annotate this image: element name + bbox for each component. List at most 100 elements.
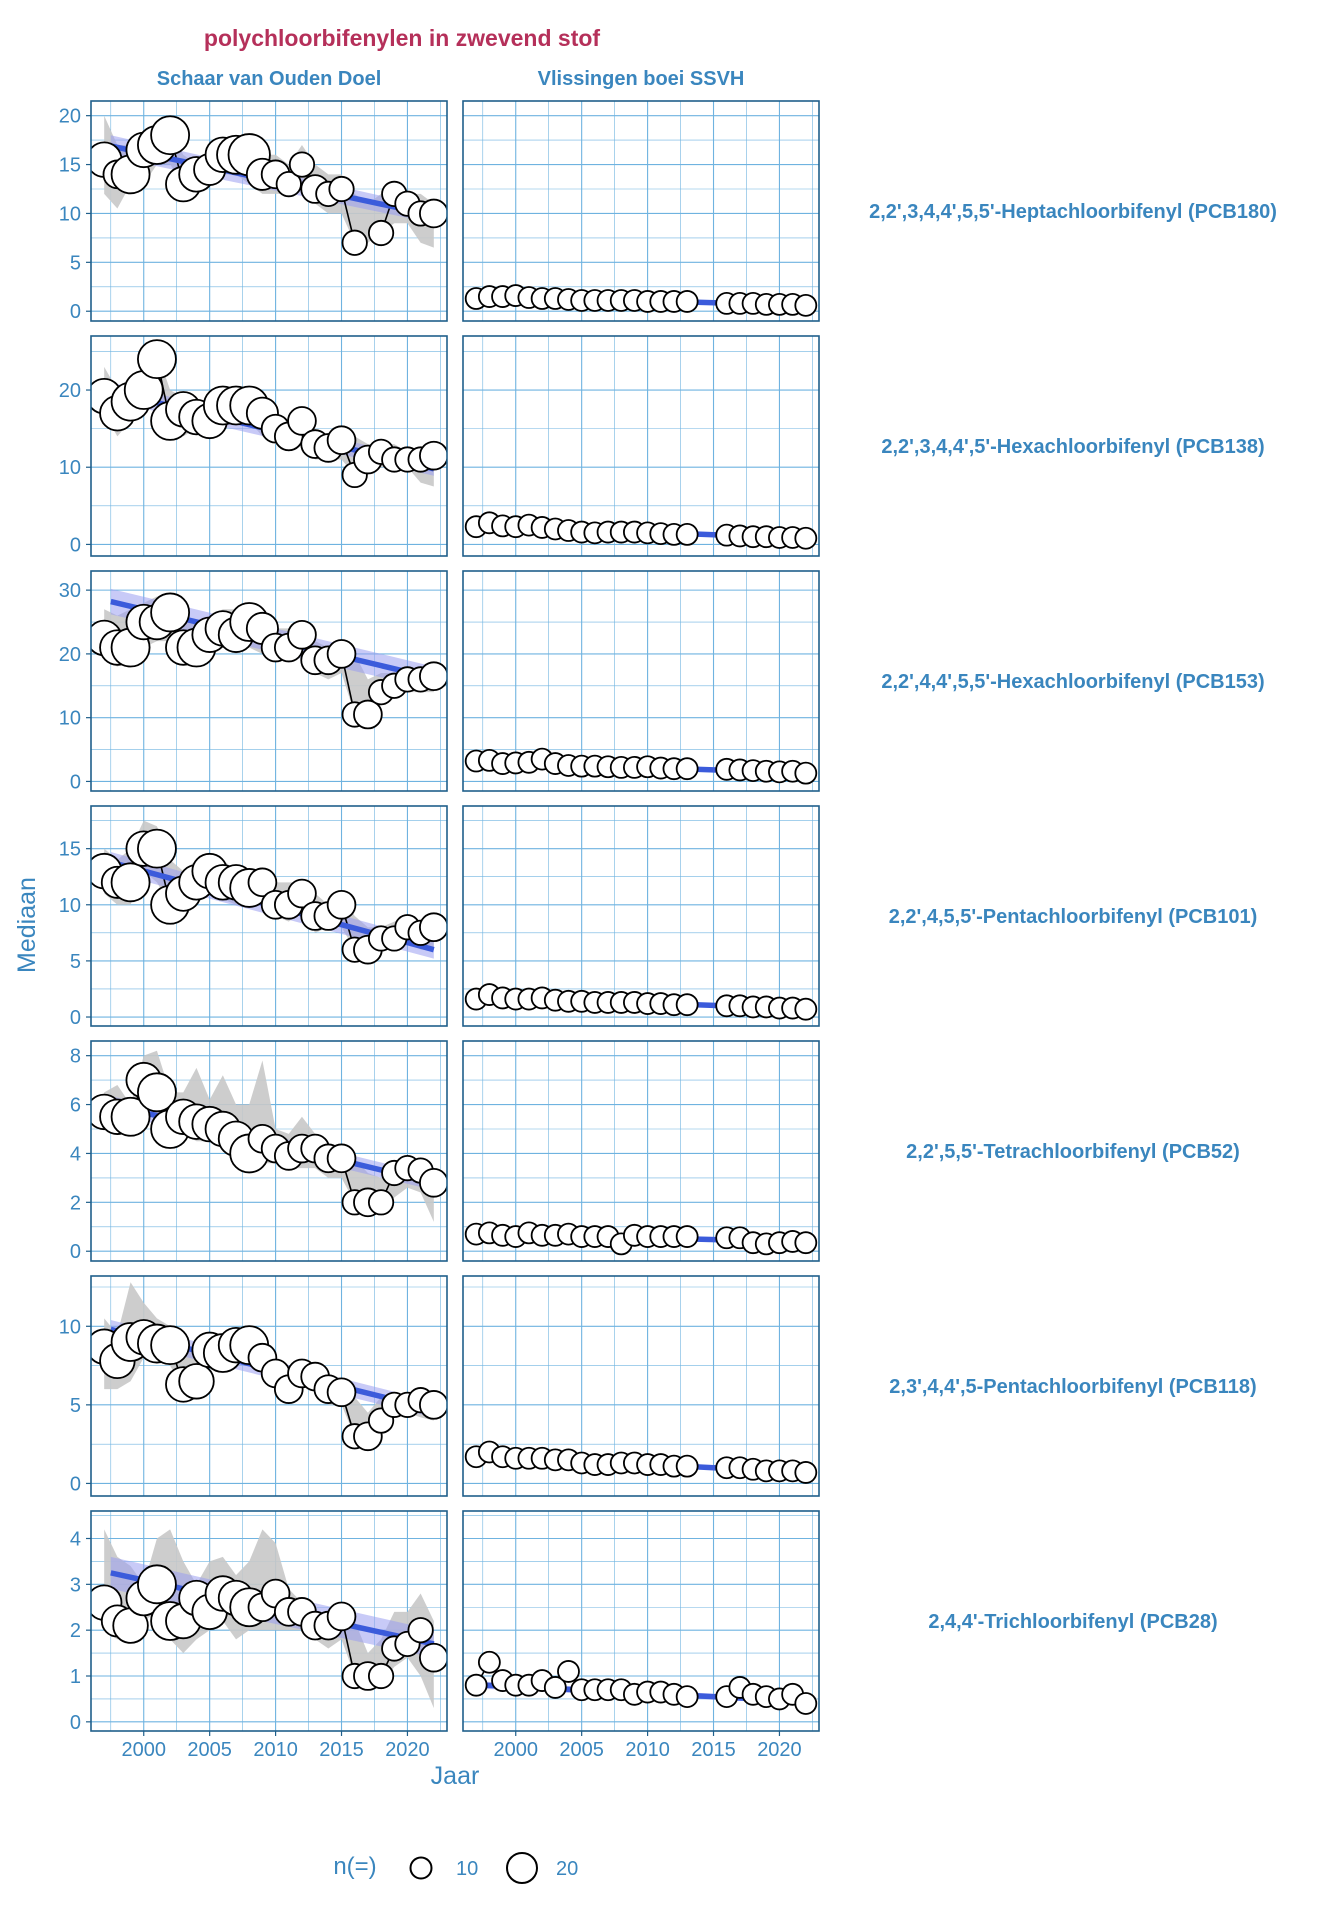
facet-panel [87, 336, 448, 583]
y-axis-label: Mediaan [13, 877, 41, 973]
data-point [677, 758, 698, 779]
data-point [795, 1462, 816, 1483]
data-point [420, 1391, 448, 1419]
facet-row: 2,3',4,4',5-Pentachloorbifenyl (PCB118)0… [59, 1276, 1257, 1523]
x-tick-label: 2005 [187, 1739, 232, 1761]
data-point [343, 231, 367, 255]
column-label-vlissingen-boei-ssvh: Vlissingen boei SSVH [538, 68, 745, 90]
facet-panel [87, 1041, 448, 1276]
facet-panel [87, 101, 448, 336]
data-point [795, 1693, 816, 1714]
plot-area [466, 1652, 817, 1714]
y-tick-label: 0 [70, 1241, 81, 1263]
y-tick-label: 6 [70, 1095, 81, 1117]
facet-panels: 2,2',3,4,4',5,5'-Heptachloorbifenyl (PCB… [59, 101, 1277, 1761]
legend-label-10: 10 [456, 1858, 478, 1880]
data-point [408, 1618, 432, 1642]
data-point [558, 1661, 579, 1682]
data-point [420, 442, 448, 470]
plot-area [87, 589, 448, 729]
y-tick-label: 10 [59, 457, 81, 479]
y-tick-label: 0 [70, 301, 81, 323]
data-point [328, 1603, 356, 1631]
x-tick-label: 2000 [121, 1739, 166, 1761]
plot-area [87, 1051, 448, 1222]
data-point [420, 913, 448, 941]
x-tick-label: 2010 [625, 1739, 670, 1761]
x-tick-label: 2020 [757, 1739, 802, 1761]
row-strip-label: 2,2',3,4,4',5,5'-Heptachloorbifenyl (PCB… [869, 201, 1277, 223]
facet-row: 2,2',4,4',5,5'-Hexachloorbifenyl (PCB153… [59, 571, 1265, 813]
y-tick-label: 20 [59, 106, 81, 128]
facet-panel: 2000 2005 2010 2015 2020 [463, 1511, 819, 1761]
data-point [677, 1686, 698, 1707]
data-point [369, 1190, 393, 1214]
y-tick-label: 20 [59, 644, 81, 666]
facet-panel [87, 571, 448, 813]
plot-area [466, 512, 817, 548]
legend-marker-10 [411, 1858, 432, 1879]
y-tick-label: 0 [70, 1473, 81, 1495]
y-tick-label: 0 [70, 1007, 81, 1029]
data-point [677, 524, 698, 545]
data-point [677, 1456, 698, 1477]
data-point [138, 1565, 176, 1603]
data-point [677, 291, 698, 312]
y-tick-label: 10 [59, 203, 81, 225]
data-point [328, 640, 356, 668]
row-strip-label: 2,2',4,5,5'-Pentachloorbifenyl (PCB101) [889, 906, 1258, 928]
data-point [328, 1144, 356, 1172]
legend-marker-20 [507, 1853, 537, 1883]
facet-panel [463, 571, 819, 813]
data-point [290, 152, 314, 176]
data-point [151, 116, 189, 154]
y-tick-label: 5 [70, 252, 81, 274]
y-tick-label: 10 [59, 1316, 81, 1338]
legend-title: n(=) [333, 1853, 376, 1880]
data-point [138, 340, 176, 378]
y-tick-label: 2 [70, 1192, 81, 1214]
y-tick-label: 15 [59, 155, 81, 177]
data-point [420, 662, 448, 690]
facet-panel: 2000 2005 2010 2015 2020 [87, 1511, 448, 1761]
y-tick-label: 4 [70, 1529, 81, 1551]
data-point [420, 1169, 448, 1197]
data-point [288, 621, 316, 649]
data-point [369, 221, 393, 245]
data-point [369, 1664, 393, 1688]
y-tick-label: 0 [70, 1712, 81, 1734]
data-point [795, 1232, 816, 1253]
chart-title: polychloorbifenylen in zwevend stof [204, 25, 600, 51]
plot-area [87, 116, 448, 255]
x-tick-label: 2015 [691, 1739, 736, 1761]
data-point [151, 593, 189, 631]
y-tick-label: 3 [70, 1574, 81, 1596]
facet-row: 2,4,4'-Trichloorbifenyl (PCB28) 0 1 2 3 4 2000… [70, 1511, 1218, 1761]
y-tick-label: 20 [59, 380, 81, 402]
plot-area [87, 340, 448, 487]
y-tick-label: 30 [59, 580, 81, 602]
facet-panel [87, 806, 448, 1045]
y-tick-label: 5 [70, 951, 81, 973]
facet-row: 2,2',3,4,4',5,5'-Heptachloorbifenyl (PCB… [59, 101, 1277, 336]
data-point [420, 1644, 448, 1672]
facet-row: 2,2',3,4,4',5'-Hexachloorbifenyl (PCB138… [59, 336, 1265, 583]
y-tick-label: 2 [70, 1620, 81, 1642]
plot-area [466, 749, 817, 784]
size-legend: n(=) 10 20 [333, 1853, 578, 1883]
plot-area [87, 1529, 448, 1708]
data-point [795, 295, 816, 316]
y-tick-label: 10 [59, 895, 81, 917]
y-tick-label: 10 [59, 708, 81, 730]
x-tick-label: 2020 [385, 1739, 430, 1761]
row-strip-label: 2,2',4,4',5,5'-Hexachloorbifenyl (PCB153… [881, 671, 1264, 693]
grid [463, 1276, 819, 1523]
x-tick-label: 2005 [559, 1739, 604, 1761]
data-point [479, 1652, 500, 1673]
y-tick-label: 15 [59, 839, 81, 861]
facet-panel [463, 1276, 819, 1523]
y-tick-label: 8 [70, 1046, 81, 1068]
y-tick-label: 0 [70, 534, 81, 556]
y-tick-label: 0 [70, 771, 81, 793]
